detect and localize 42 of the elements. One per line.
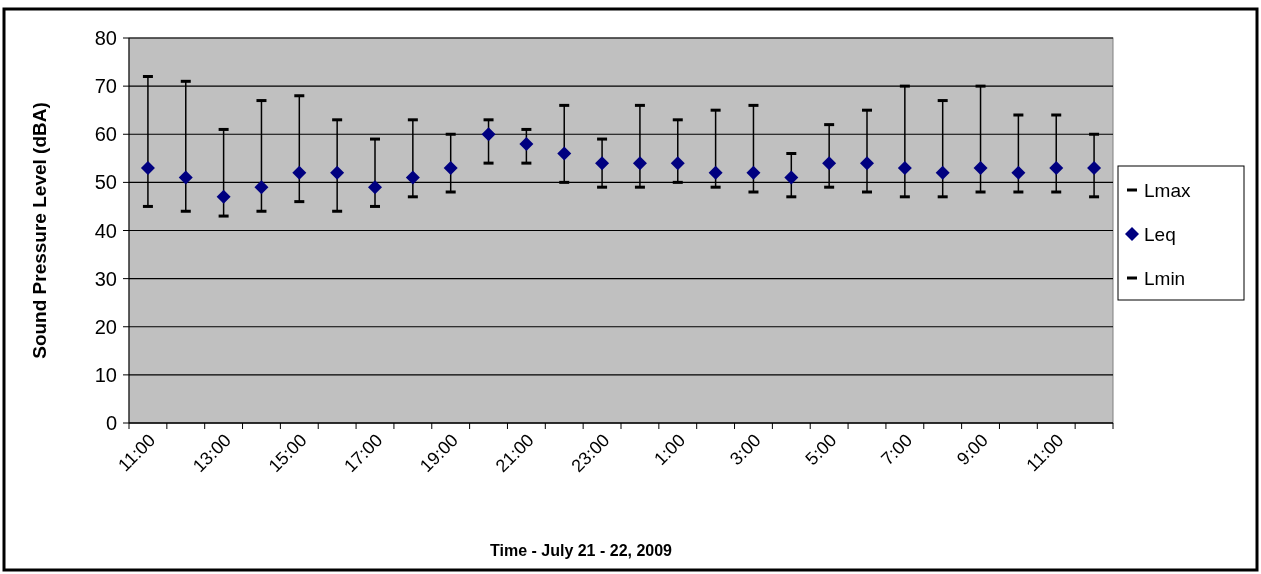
x-tick-label: 7:00 [877,430,917,470]
point [1087,160,1102,175]
point [330,165,345,180]
point [632,156,647,171]
point [708,165,723,180]
y-axis-title: Sound Pressure Level (dBA) [29,102,50,359]
point [935,165,950,180]
point [860,156,874,171]
legend-label: Lmin [1144,267,1186,289]
point [368,180,382,195]
point [292,165,307,180]
point [519,136,534,151]
y-tick-label: 40 [94,219,117,242]
point [670,156,685,171]
legend-label: Leq [1144,223,1176,245]
point [897,160,912,175]
point [784,170,799,185]
y-tick-label: 70 [94,75,117,98]
legend-label: Lmax [1144,179,1191,201]
point [1011,165,1026,180]
point [973,160,988,175]
y-tick-label: 30 [94,267,117,290]
y-tick-label: 0 [105,412,117,434]
point [595,156,610,171]
point [481,127,496,142]
y-tick-label: 60 [94,123,117,146]
point [822,156,837,171]
x-tick-label: 3:00 [725,430,765,470]
point [557,146,572,161]
point [1049,160,1064,175]
point [746,165,761,180]
y-tick-label: 20 [94,315,117,338]
y-tick-label: 80 [94,27,117,49]
y-tick-label: 10 [94,363,117,386]
point [443,160,458,175]
point [178,170,193,185]
x-axis-title: Time - July 21 - 22, 2009 [489,542,673,559]
y-tick-label: 50 [94,171,117,194]
point [140,160,155,175]
point [216,189,231,204]
point [254,180,269,195]
point [405,170,420,185]
